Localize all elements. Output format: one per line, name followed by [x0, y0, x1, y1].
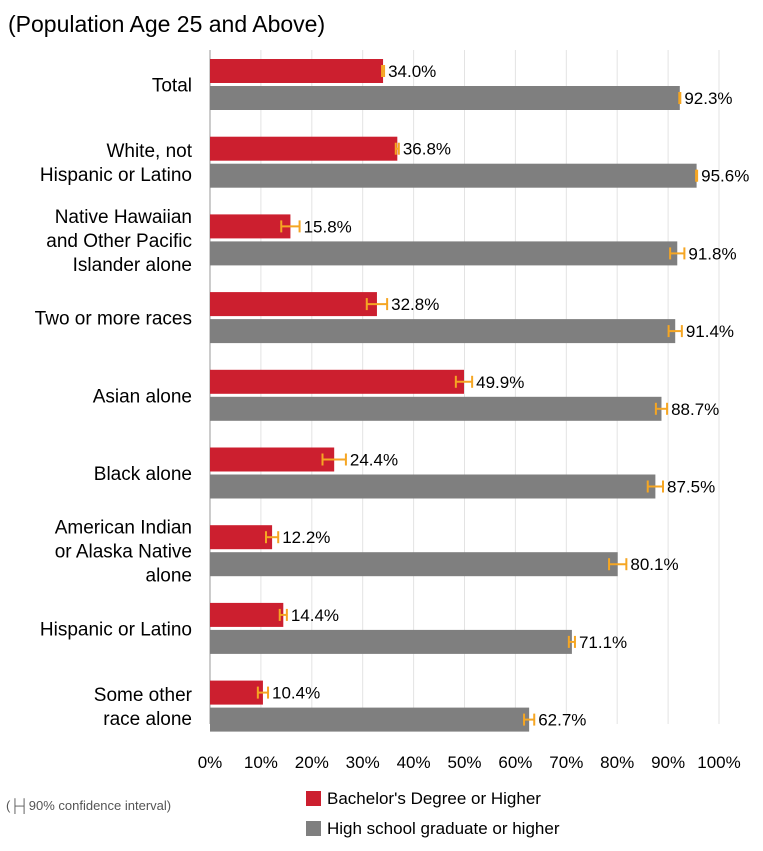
category-label: or Alaska Native: [55, 542, 192, 563]
category-label: Asian alone: [93, 386, 192, 407]
category-label: Hispanic or Latino: [40, 619, 192, 640]
category-label: Black alone: [94, 464, 192, 485]
category-label: Total: [152, 76, 192, 97]
confidence-interval: [608, 558, 628, 571]
confidence-interval: [678, 92, 682, 104]
bar-bachelors: [210, 369, 464, 394]
value-label: 95.6%: [701, 167, 749, 186]
value-label: 91.4%: [686, 322, 734, 341]
bar-highschool: [210, 552, 618, 577]
value-label: 14.4%: [291, 606, 339, 625]
category-label: alone: [146, 566, 193, 587]
value-label: 24.4%: [350, 451, 398, 470]
category-labels: Total White, not Hispanic or Latino Native …: [35, 76, 193, 731]
bar-bachelors: [210, 214, 291, 239]
value-label: 49.9%: [476, 373, 524, 392]
value-label: 92.3%: [684, 89, 732, 108]
value-label: 87.5%: [667, 478, 715, 497]
legend: (├┤90% confidence interval) Bachelor's De…: [6, 789, 560, 838]
x-tick-label: 10%: [244, 753, 278, 772]
ci-note: (├┤90% confidence interval): [6, 798, 171, 814]
category-label: and Other Pacific: [46, 231, 192, 252]
legend-swatch: [306, 791, 321, 806]
bar-highschool: [210, 396, 662, 421]
bar-highschool: [210, 163, 697, 188]
value-label: 91.8%: [688, 244, 736, 263]
category-label: race alone: [103, 709, 192, 730]
legend-label: High school graduate or higher: [327, 819, 560, 838]
chart-title: (Population Age 25 and Above): [8, 11, 325, 37]
confidence-interval: [669, 247, 686, 260]
confidence-interval: [394, 142, 400, 155]
bar-highschool: [210, 241, 678, 266]
confidence-interval: [695, 169, 699, 182]
confidence-interval: [646, 480, 665, 493]
value-label: 36.8%: [403, 140, 451, 159]
x-tick-label: 100%: [697, 753, 740, 772]
confidence-interval: [381, 65, 386, 77]
confidence-interval: [256, 686, 270, 699]
x-tick-label: 90%: [651, 753, 685, 772]
confidence-interval: [365, 298, 389, 311]
category-label: Two or more races: [35, 309, 192, 330]
x-tick-label: 80%: [600, 753, 634, 772]
confidence-interval: [278, 608, 288, 621]
value-label: 71.1%: [579, 633, 627, 652]
x-tick-label: 30%: [346, 753, 380, 772]
bars: 34.0% 92.3% 36.8% 95.6% 15.8% 91.8% 32.8% 91.4%…: [210, 59, 749, 732]
confidence-interval: [523, 713, 536, 726]
confidence-interval: [321, 453, 347, 466]
bar-highschool: [210, 319, 676, 344]
x-tick-label: 20%: [295, 753, 329, 772]
category-label: Some other: [94, 685, 193, 706]
value-label: 34.0%: [388, 62, 436, 81]
value-label: 32.8%: [391, 295, 439, 314]
x-tick-label: 50%: [447, 753, 481, 772]
category-label: Native Hawaiian: [55, 207, 192, 228]
value-label: 80.1%: [630, 555, 678, 574]
bar-bachelors: [210, 525, 273, 550]
legend-swatch: [306, 821, 321, 836]
bar-highschool: [210, 629, 572, 654]
confidence-interval: [654, 402, 669, 415]
bar-highschool: [210, 707, 530, 732]
x-tick-label: 60%: [498, 753, 532, 772]
bar-bachelors: [210, 447, 335, 472]
confidence-interval: [264, 531, 280, 544]
value-label: 12.2%: [282, 528, 330, 547]
x-tick-label: 0%: [198, 753, 223, 772]
confidence-interval: [567, 635, 576, 648]
confidence-interval: [667, 325, 683, 338]
bar-bachelors: [210, 136, 398, 161]
value-label: 88.7%: [671, 400, 719, 419]
bar-bachelors: [210, 680, 263, 705]
bar-highschool: [210, 86, 680, 110]
x-axis-ticks: 0% 10% 20% 30% 40% 50% 60% 70% 80% 90% 100%: [198, 753, 741, 772]
x-tick-label: 70%: [549, 753, 583, 772]
category-label: Hispanic or Latino: [40, 165, 192, 186]
value-label: 62.7%: [538, 711, 586, 730]
confidence-interval: [280, 220, 301, 233]
legend-label: Bachelor's Degree or Higher: [327, 789, 541, 808]
value-label: 15.8%: [304, 217, 352, 236]
bar-bachelors: [210, 59, 384, 83]
category-label: White, not: [106, 141, 192, 162]
bar-bachelors: [210, 602, 284, 627]
category-label: Islander alone: [73, 255, 192, 276]
bar-bachelors: [210, 292, 377, 317]
value-label: 10.4%: [272, 684, 320, 703]
category-label: American Indian: [55, 518, 192, 539]
x-tick-label: 40%: [397, 753, 431, 772]
bar-highschool: [210, 474, 656, 499]
confidence-interval: [454, 375, 474, 388]
